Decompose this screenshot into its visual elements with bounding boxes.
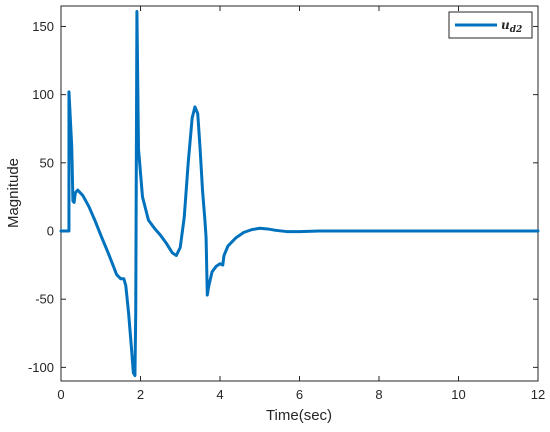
x-tick-label-12: 12 bbox=[531, 387, 545, 402]
x-axis-label: Time(sec) bbox=[266, 407, 332, 424]
y-tick-label-100: 100 bbox=[32, 87, 54, 102]
y-tick-label-50: 50 bbox=[40, 155, 54, 170]
y-tick-label-0: 0 bbox=[47, 224, 54, 239]
y-tick-label--50: -50 bbox=[35, 292, 54, 307]
y-axis-label: Magnitude bbox=[5, 158, 22, 228]
x-tick-label-4: 4 bbox=[216, 387, 223, 402]
y-tick-label--100: -100 bbox=[28, 360, 54, 375]
axis-ticks bbox=[60, 6, 539, 381]
plot-area bbox=[60, 5, 539, 382]
axis-tick-labels: 0 2 4 6 8 10 12 -100 -50 0 50 100 150 bbox=[28, 19, 545, 402]
series-line-u-d2 bbox=[59, 9, 540, 378]
x-tick-label-8: 8 bbox=[375, 387, 382, 402]
x-tick-label-0: 0 bbox=[57, 387, 64, 402]
legend: ud2 bbox=[448, 11, 533, 39]
x-tick-label-10: 10 bbox=[451, 387, 465, 402]
x-tick-label-6: 6 bbox=[296, 387, 303, 402]
x-tick-label-2: 2 bbox=[137, 387, 144, 402]
y-tick-label-150: 150 bbox=[32, 19, 54, 34]
